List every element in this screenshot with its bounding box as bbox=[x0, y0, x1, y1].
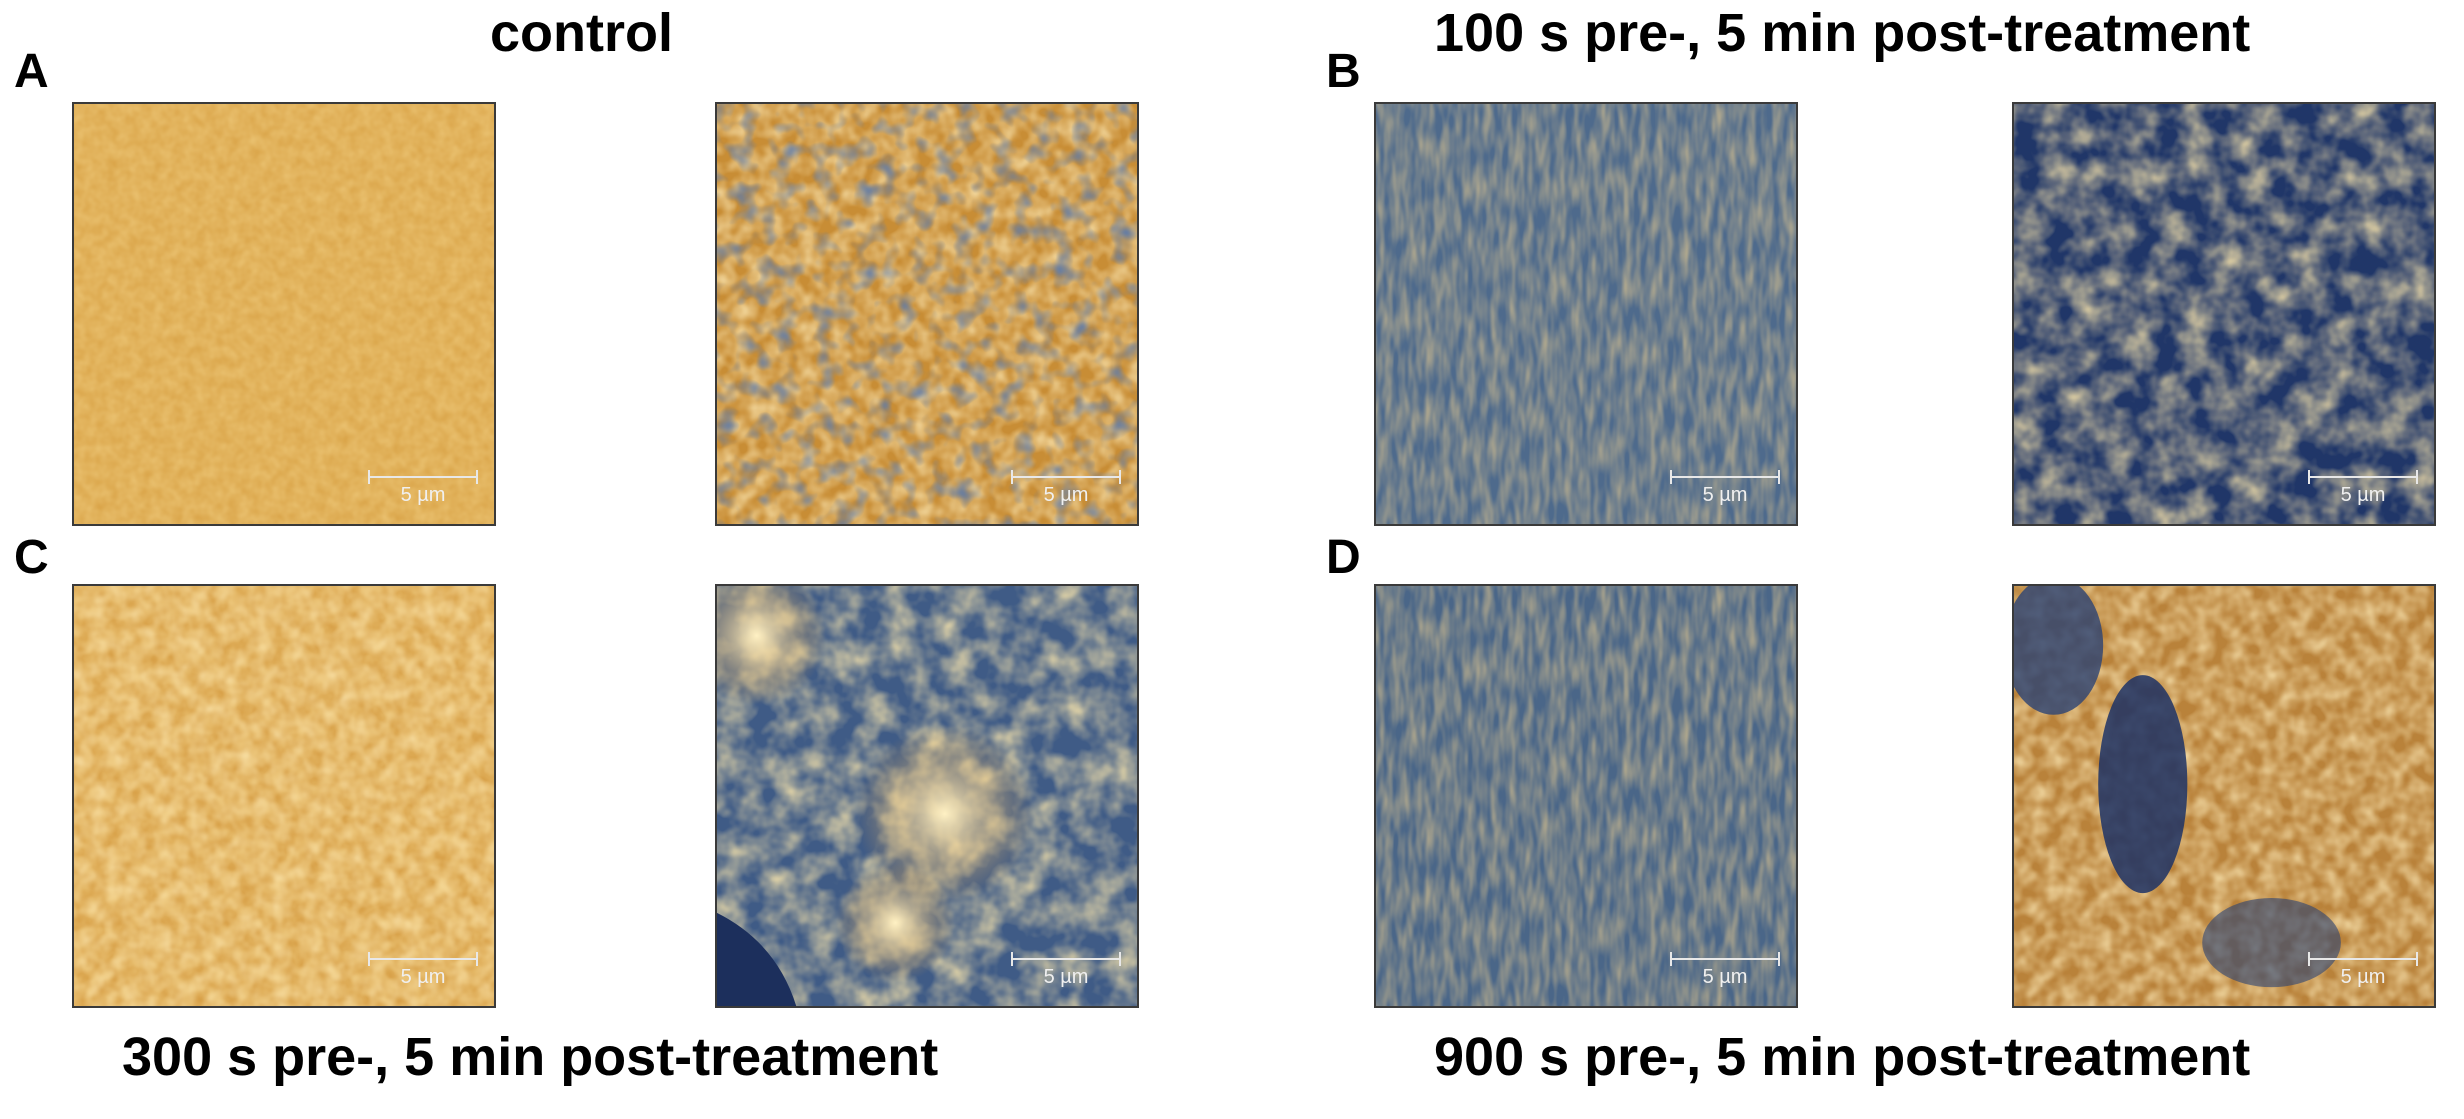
scale-bar-label: 5 µm bbox=[2340, 484, 2386, 506]
caption-300s: 300 s pre-, 5 min post-treatment bbox=[122, 1027, 939, 1087]
scale-bar-label: 5 µm bbox=[1702, 484, 1748, 506]
scale-bar: 5 µm bbox=[1011, 470, 1121, 510]
scale-bar: 5 µm bbox=[2308, 952, 2418, 992]
afm-image-d-height: 5 µm bbox=[2012, 584, 2436, 1008]
afm-image-a-height: 5 µm bbox=[715, 102, 1139, 526]
caption-100s: 100 s pre-, 5 min post-treatment bbox=[1434, 3, 2251, 63]
afm-image-c-height: 5 µm bbox=[715, 584, 1139, 1008]
scale-bar-label: 5 µm bbox=[1043, 966, 1089, 988]
scale-bar: 5 µm bbox=[1670, 952, 1780, 992]
scale-bar: 5 µm bbox=[368, 952, 478, 992]
scale-bar-label: 5 µm bbox=[400, 484, 446, 506]
afm-image-a-amplitude: 5 µm bbox=[72, 102, 496, 526]
panel-label-a: A bbox=[14, 45, 49, 98]
afm-image-b-amplitude: 5 µm bbox=[1374, 102, 1798, 526]
panel-label-d: D bbox=[1326, 531, 1361, 584]
afm-image-b-height: 5 µm bbox=[2012, 102, 2436, 526]
caption-control: control bbox=[490, 3, 673, 63]
scale-bar-label: 5 µm bbox=[2340, 966, 2386, 988]
scale-bar-label: 5 µm bbox=[1702, 966, 1748, 988]
scale-bar: 5 µm bbox=[2308, 470, 2418, 510]
scale-bar: 5 µm bbox=[1670, 470, 1780, 510]
afm-image-d-amplitude: 5 µm bbox=[1374, 584, 1798, 1008]
panel-label-b: B bbox=[1326, 45, 1361, 98]
afm-image-c-amplitude: 5 µm bbox=[72, 584, 496, 1008]
scale-bar: 5 µm bbox=[1011, 952, 1121, 992]
caption-900s: 900 s pre-, 5 min post-treatment bbox=[1434, 1027, 2251, 1087]
scale-bar-label: 5 µm bbox=[400, 966, 446, 988]
scale-bar: 5 µm bbox=[368, 470, 478, 510]
scale-bar-label: 5 µm bbox=[1043, 484, 1089, 506]
panel-label-c: C bbox=[14, 531, 49, 584]
